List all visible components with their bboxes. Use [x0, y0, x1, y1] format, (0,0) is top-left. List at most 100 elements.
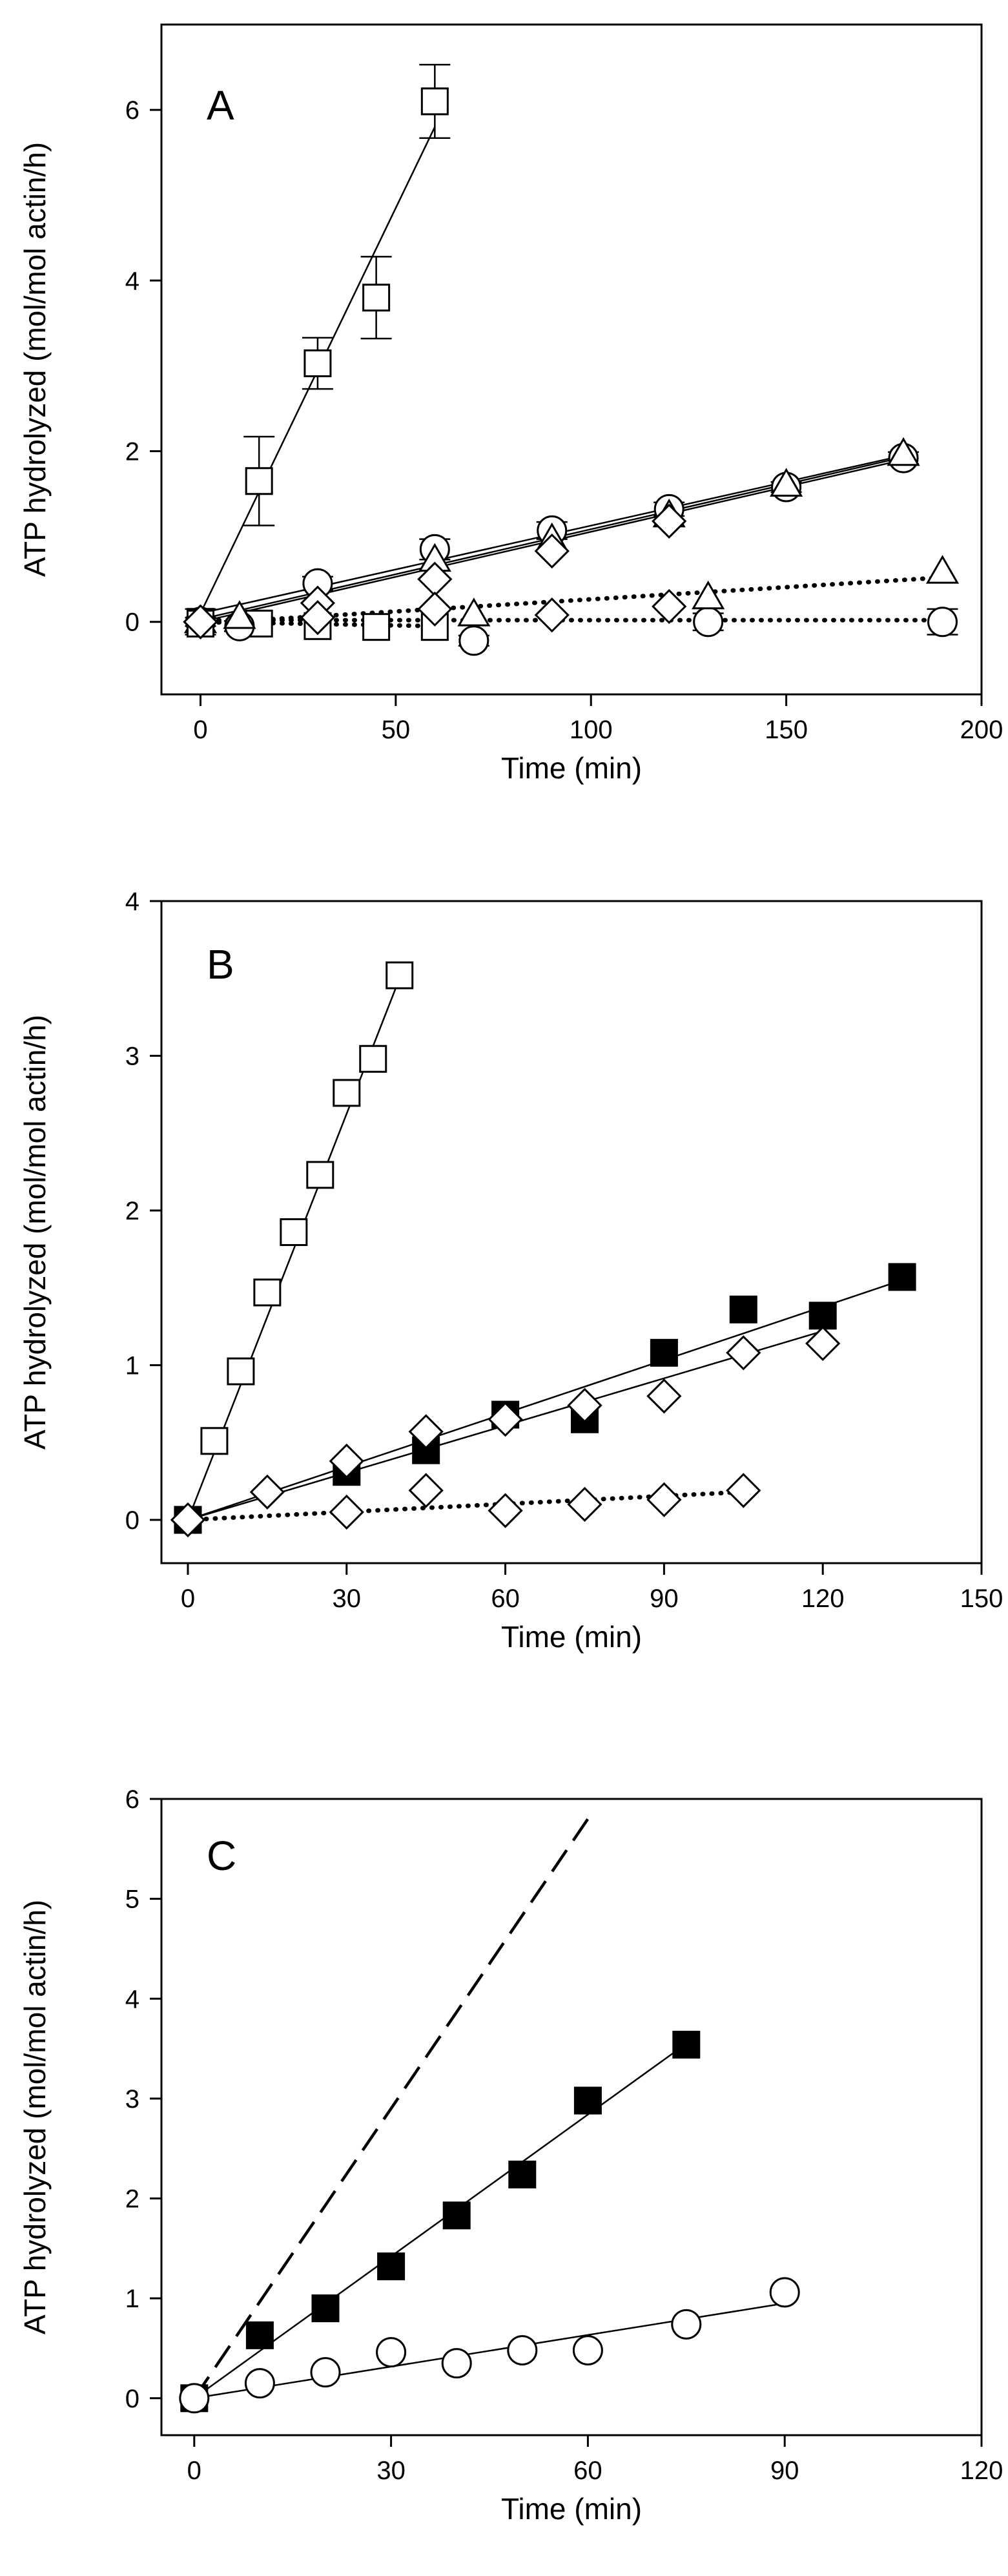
panel-a-ytick-label-1: 2: [125, 438, 139, 466]
panel-b-series-2-point-0: [170, 1502, 206, 1538]
panel-a-y-axis-title: ATP hydrolyzed (mol/mol actin/h): [18, 142, 52, 577]
panel-b-series-0-point-2: [227, 1357, 255, 1386]
panel-c-series-1-point-4: [441, 2348, 472, 2379]
panel-b-series-1-point-6: [729, 1295, 757, 1324]
panel-a-frame: [160, 23, 983, 696]
panel-a-ytick-label-2: 4: [125, 267, 139, 295]
panel-c-xtick-label-4: 120: [960, 2457, 1003, 2485]
panel-c: C 0 30 60 90 120 0 1 2 3 4 5 6 Time (min) ATP hydrolyz…: [18, 1785, 1003, 2526]
panel-a-ytick-label-3: 6: [125, 96, 139, 125]
panel-b-ytick-label-4: 4: [125, 888, 139, 916]
panel-b-xtick-label-5: 150: [960, 1584, 1003, 1613]
panel-b-series-1-point-8: [888, 1263, 916, 1291]
panel-b-series-0-point-1: [200, 1427, 229, 1455]
panel-b-series-0-point-4: [280, 1218, 308, 1246]
panel-a-xtick-label-2: 100: [570, 716, 613, 744]
panel-c-frame: [160, 1798, 983, 2436]
panel-c-ytick-label-0: 0: [125, 2385, 139, 2413]
panel-c-series-1-point-5: [507, 2335, 538, 2366]
panel-b-series-0-point-8: [386, 961, 414, 990]
panel-a-series-3-point-3: [534, 533, 570, 569]
panel-b-series-1-point-5: [650, 1338, 678, 1367]
panel-c-series-1-point-6: [572, 2335, 603, 2366]
panel-c-series-0-point-5: [508, 2160, 537, 2188]
panel-c-series-2-fit-line: [192, 1818, 590, 2400]
panel-c-series-1-point-7: [671, 2309, 702, 2340]
panel-b-series-0-point-5: [306, 1161, 334, 1189]
panel-c-xtick-label-0: 0: [187, 2457, 201, 2485]
panel-c-series-1-point-8: [769, 2277, 800, 2308]
panel-a-series-7-point-1: [300, 599, 336, 636]
panel-a-xtick-label-3: 150: [765, 716, 808, 744]
panel-b-y-axis-title: ATP hydrolyzed (mol/mol actin/h): [18, 1015, 52, 1449]
panel-b-ytick-label-1: 1: [125, 1351, 139, 1380]
panel-a-series-7-point-4: [652, 588, 687, 625]
panel-b-series-3-point-2: [488, 1493, 523, 1528]
panel-c-series-0-point-4: [442, 2201, 471, 2230]
panel-a-series-5-point-3: [927, 607, 958, 638]
panel-c-ytick-label-4: 4: [125, 1985, 139, 2013]
panel-b-series-3-point-0: [329, 1494, 364, 1530]
panel-b-ytick-label-2: 2: [125, 1197, 139, 1225]
panel-b-xtick-label-4: 120: [801, 1584, 845, 1613]
panel-b-series-2-point-6: [646, 1378, 682, 1414]
panel-a-series-3-point-4: [652, 503, 687, 539]
panel-c-ytick-label-5: 5: [125, 1885, 139, 1914]
panel-b-series-3-point-4: [646, 1482, 682, 1517]
panel-b-series-2-point-1: [249, 1474, 285, 1510]
panel-c-ytick-label-2: 2: [125, 2185, 139, 2214]
panel-c-xtick-label-1: 30: [376, 2457, 406, 2485]
panel-a-series-0-point-3: [362, 284, 391, 312]
panel-c-series-1-point-1: [244, 2368, 275, 2399]
panel-a-series-6-point-1: [457, 597, 491, 627]
panel-b-series-1-fit-line: [187, 1279, 903, 1521]
panel-b-xtick-label-2: 60: [491, 1584, 520, 1613]
panel-b-series-3-point-5: [726, 1473, 761, 1508]
panel-a-series-2-point-4: [770, 468, 803, 497]
panel-a-series-0-point-2: [303, 349, 332, 377]
panel-b-xtick-label-0: 0: [181, 1584, 195, 1613]
panel-c-series-1-point-0: [179, 2383, 210, 2414]
panel-a-label: A: [207, 82, 234, 129]
panel-c-series-1-point-3: [376, 2337, 407, 2368]
panel-c-ytick-label-6: 6: [125, 1785, 139, 1814]
panel-c-xtick-label-3: 90: [770, 2457, 799, 2485]
panel-b-series-0-point-3: [253, 1278, 282, 1307]
panel-a: A 0 50 100 150 200 0 2 4 6 Time (min) ATP hydrolyze…: [18, 23, 1003, 785]
panel-b-series-0-point-6: [333, 1079, 361, 1107]
panel-c-series-0-fit-line: [194, 2042, 687, 2399]
panel-b-series-2-point-2: [329, 1443, 364, 1479]
panel-a-series-6-point-2: [692, 580, 725, 610]
panel-b-ytick-label-3: 3: [125, 1042, 139, 1070]
panel-b-xtick-label-1: 30: [333, 1584, 362, 1613]
panel-a-series-0-point-1: [245, 467, 273, 495]
panel-a-series-7-point-2: [417, 591, 453, 627]
panel-b-label: B: [207, 941, 234, 988]
panel-a-xtick-label-1: 50: [382, 716, 411, 744]
panel-a-series-5-point-2: [693, 607, 724, 638]
panel-a-series-0-point-4: [420, 87, 449, 116]
panel-c-series-1-point-2: [310, 2357, 341, 2388]
panel-c-label: C: [207, 1833, 236, 1879]
panel-b-series-1-point-7: [808, 1302, 837, 1330]
panel-a-series-4-point-3: [362, 613, 391, 641]
panel-a-series-6-point-3: [925, 555, 960, 584]
panel-b-series-2-point-8: [805, 1325, 841, 1362]
panel-b-series-3-point-3: [567, 1486, 602, 1522]
panel-b-x-axis-title: Time (min): [501, 1620, 642, 1654]
panel-b-series-2-point-5: [567, 1387, 602, 1423]
panel-a-x-axis-title: Time (min): [501, 751, 642, 785]
panel-b-ytick-label-0: 0: [125, 1506, 139, 1535]
panel-b-xtick-label-3: 90: [650, 1584, 679, 1613]
panel-a-series-6-point-0: [223, 600, 256, 629]
panel-c-ytick-label-1: 1: [125, 2285, 139, 2313]
panel-c-xtick-label-2: 60: [573, 2457, 602, 2485]
panel-a-xtick-label-0: 0: [193, 716, 207, 744]
panel-c-series-0-point-2: [311, 2294, 340, 2323]
panel-a-series-2-point-5: [887, 437, 920, 466]
panel-b-frame: [160, 900, 983, 1564]
panel-a-series-7-point-0: [183, 604, 218, 639]
panel-a-xtick-label-4: 200: [960, 716, 1003, 744]
panel-c-series-0-point-1: [245, 2321, 274, 2349]
